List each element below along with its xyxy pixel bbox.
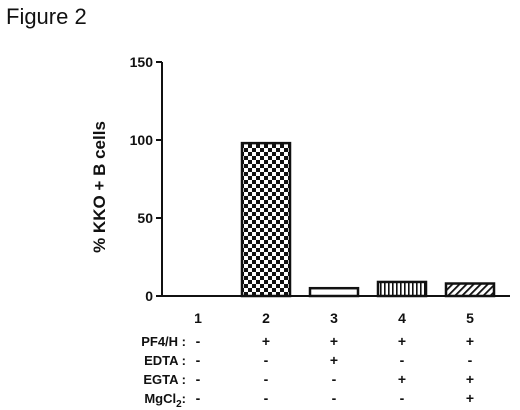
category-label: 3 bbox=[330, 310, 338, 326]
condition-mark: + bbox=[398, 371, 406, 387]
category-label: 1 bbox=[194, 310, 202, 326]
condition-mark: - bbox=[332, 371, 337, 387]
condition-mark: + bbox=[330, 352, 338, 368]
bar-2 bbox=[240, 141, 292, 298]
condition-mark: + bbox=[330, 333, 338, 349]
condition-mark: + bbox=[262, 333, 270, 349]
category-label: 2 bbox=[262, 310, 270, 326]
condition-mark: - bbox=[196, 390, 201, 406]
condition-mark: - bbox=[196, 371, 201, 387]
condition-mark: - bbox=[264, 371, 269, 387]
condition-mark: - bbox=[400, 352, 405, 368]
y-tick-label: 100 bbox=[130, 132, 154, 148]
category-label: 5 bbox=[466, 310, 474, 326]
condition-mark: - bbox=[264, 390, 269, 406]
y-tick-label: 150 bbox=[130, 54, 154, 70]
y-axis-label: % KKO + B cells bbox=[90, 121, 109, 253]
condition-mark: + bbox=[466, 371, 474, 387]
y-tick-label: 0 bbox=[145, 288, 153, 304]
bar-5 bbox=[444, 282, 496, 298]
bar-3 bbox=[308, 286, 360, 298]
condition-mark: + bbox=[466, 333, 474, 349]
condition-row-label: EDTA : bbox=[144, 353, 186, 368]
condition-row-label: EGTA : bbox=[143, 372, 186, 387]
y-tick-label: 50 bbox=[137, 210, 153, 226]
condition-mark: + bbox=[398, 333, 406, 349]
condition-mark: - bbox=[332, 390, 337, 406]
condition-row-label: MgCl2: bbox=[144, 391, 186, 410]
figure-label: Figure 2 bbox=[6, 4, 87, 29]
category-label: 4 bbox=[398, 310, 406, 326]
condition-mark: - bbox=[468, 352, 473, 368]
bar-4 bbox=[376, 280, 428, 298]
condition-mark: - bbox=[400, 390, 405, 406]
condition-mark: - bbox=[196, 333, 201, 349]
condition-mark: - bbox=[196, 352, 201, 368]
condition-row-label: PF4/H : bbox=[141, 334, 186, 349]
condition-mark: - bbox=[264, 352, 269, 368]
condition-mark: + bbox=[466, 390, 474, 406]
